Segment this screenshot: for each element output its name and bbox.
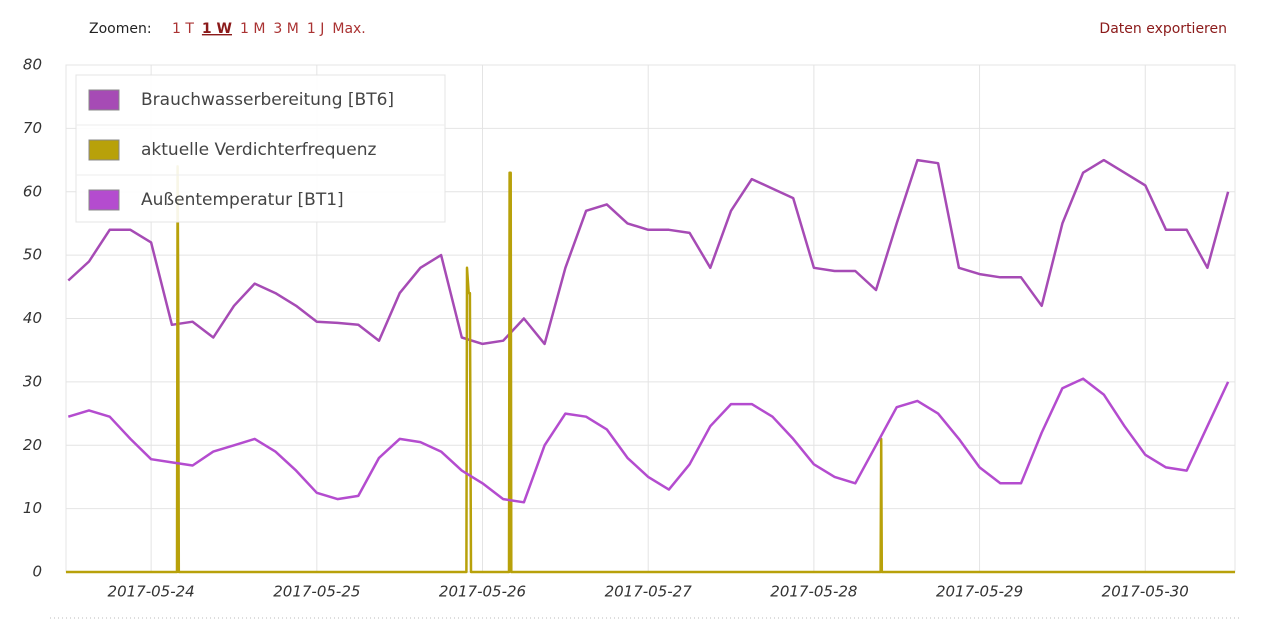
y-tick-label: 10 [23, 499, 42, 517]
series-line [67, 158, 1230, 346]
legend-box [75, 74, 446, 223]
zoom-option[interactable]: 1 T [172, 21, 194, 37]
x-tick-label: 2017-05-25 [273, 583, 360, 601]
zoom-option[interactable]: Max. [332, 21, 365, 37]
export-link[interactable]: Daten exportieren [1099, 21, 1227, 37]
y-tick-label: 20 [23, 436, 42, 454]
y-tick-label: 80 [23, 56, 42, 74]
legend-swatch [88, 89, 120, 111]
legend-label: Brauchwasserbereitung [BT6] [141, 90, 394, 110]
zoom-option[interactable]: 1 W [202, 21, 232, 37]
y-tick-label: 30 [23, 372, 42, 390]
legend-swatch [88, 189, 120, 211]
x-tick-label: 2017-05-29 [936, 583, 1023, 601]
zoom-option[interactable]: 1 J [307, 21, 325, 37]
zoom-option[interactable]: 3 M [273, 21, 298, 37]
x-tick-label: 2017-05-28 [770, 583, 857, 601]
x-tick-label: 2017-05-24 [108, 583, 195, 601]
zoom-option[interactable]: 1 M [240, 21, 265, 37]
y-tick-label: 0 [32, 563, 42, 581]
x-tick-label: 2017-05-26 [439, 583, 526, 601]
series-line [66, 165, 1235, 574]
y-tick-label: 40 [23, 309, 42, 327]
legend-swatch [88, 139, 120, 161]
y-tick-label: 60 [23, 182, 42, 200]
legend-label: aktuelle Verdichterfrequenz [141, 140, 377, 160]
y-tick-label: 50 [23, 246, 42, 264]
legend-label: Außentemperatur [BT1] [141, 190, 344, 210]
x-tick-label: 2017-05-30 [1102, 583, 1189, 601]
x-tick-label: 2017-05-27 [605, 583, 693, 601]
y-tick-label: 70 [23, 119, 42, 137]
series-line [67, 377, 1230, 504]
zoom-label: Zoomen: [89, 21, 152, 37]
